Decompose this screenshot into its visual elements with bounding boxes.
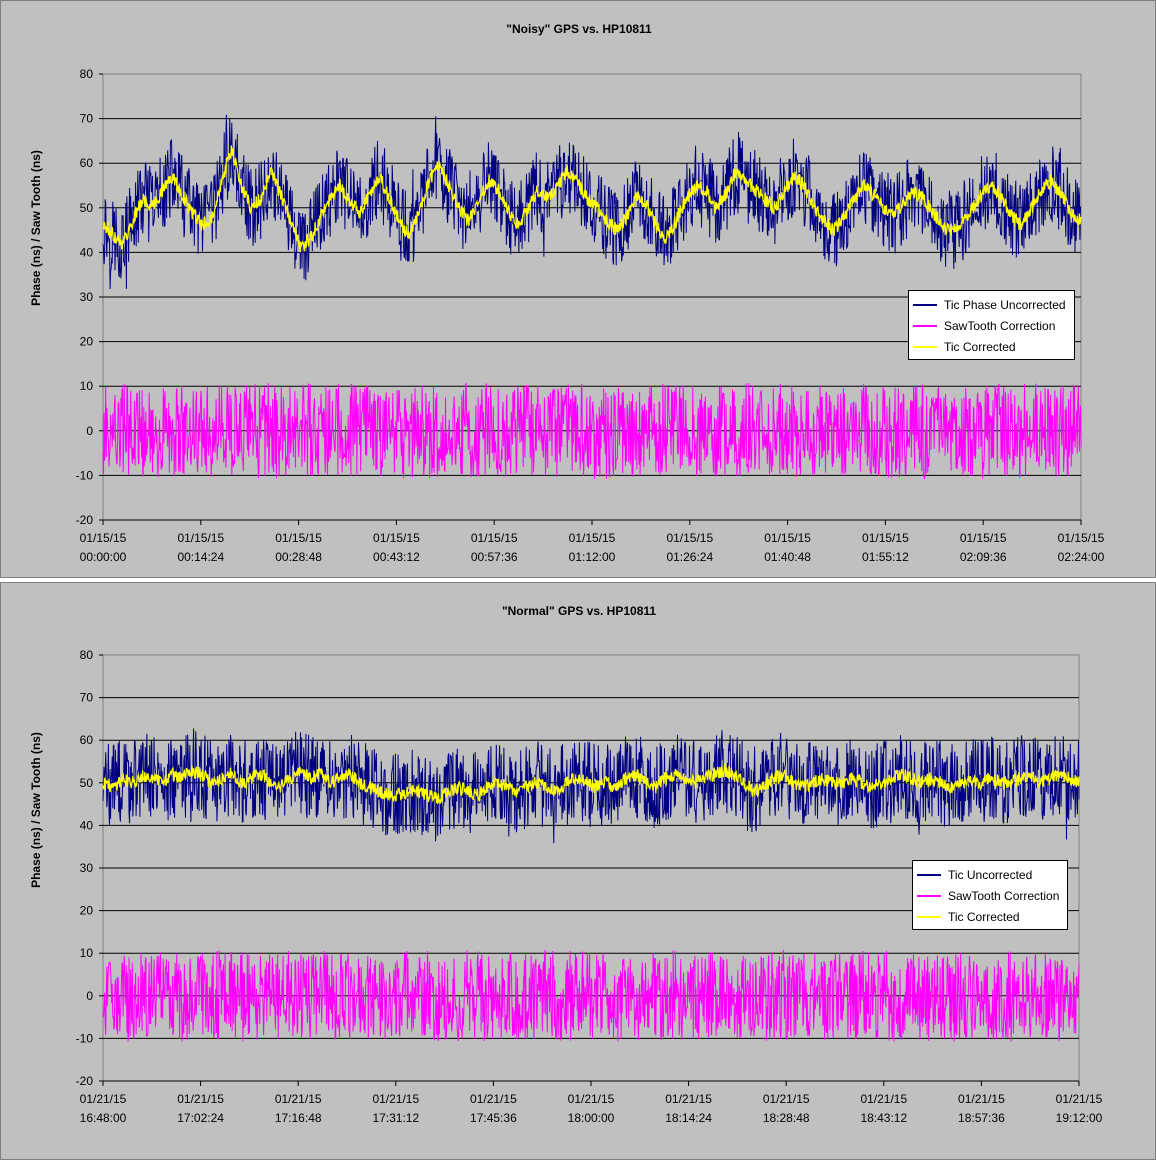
legend-label: Tic Uncorrected <box>948 867 1033 882</box>
noisy-gps-chart-panel: "Noisy" GPS vs. HP10811 Phase (ns) / Saw… <box>0 0 1156 578</box>
x-tick-label-date: 01/21/15 <box>177 1092 224 1106</box>
legend-swatch <box>913 324 937 327</box>
y-tick-label: 70 <box>80 691 94 705</box>
x-tick-label-date: 01/21/15 <box>665 1092 712 1106</box>
x-tick-label-time: 00:57:36 <box>471 550 518 564</box>
series-line-sawtooth-correction <box>102 382 1082 480</box>
y-tick-label: 60 <box>80 733 94 747</box>
x-tick-label-date: 01/21/15 <box>1056 1092 1103 1106</box>
series-line-tic-corrected <box>102 763 1080 805</box>
y-tick-label: 30 <box>80 290 94 304</box>
x-tick-label-date: 01/21/15 <box>763 1092 810 1106</box>
x-tick-label-time: 02:09:36 <box>960 550 1007 564</box>
y-tick-label: 50 <box>80 201 94 215</box>
x-tick-label-time: 01:40:48 <box>764 550 811 564</box>
legend-swatch <box>913 345 937 348</box>
legend-label: Tic Corrected <box>948 909 1020 924</box>
y-tick-label: -20 <box>76 1074 94 1088</box>
legend-item-tic-corrected: Tic Corrected <box>917 906 1063 927</box>
legend-item-tic-uncorrected: Tic Uncorrected <box>917 864 1063 885</box>
y-tick-label: 20 <box>80 904 94 918</box>
x-tick-label-date: 01/21/15 <box>275 1092 322 1106</box>
chart-title: "Normal" GPS vs. HP10811 <box>501 604 657 618</box>
x-tick-label-time: 18:57:36 <box>958 1111 1005 1125</box>
x-tick-label-time: 01:12:00 <box>569 550 616 564</box>
y-tick-label: 10 <box>80 946 94 960</box>
x-tick-label-time: 00:28:48 <box>275 550 322 564</box>
x-tick-label-time: 18:28:48 <box>763 1111 810 1125</box>
x-tick-label-time: 18:00:00 <box>568 1111 615 1125</box>
x-tick-label-date: 01/15/15 <box>1058 531 1105 545</box>
x-tick-label-date: 01/21/15 <box>568 1092 615 1106</box>
legend-swatch <box>917 894 941 897</box>
series-line-tic-corrected <box>102 145 1082 253</box>
x-tick-label-time: 00:14:24 <box>177 550 224 564</box>
legend-item-sawtooth-correction: SawTooth Correction <box>913 315 1070 336</box>
x-tick-label-time: 17:16:48 <box>275 1111 322 1125</box>
x-tick-label-date: 01/15/15 <box>373 531 420 545</box>
x-tick-label-time: 18:43:12 <box>860 1111 907 1125</box>
normal-gps-chart-panel: "Normal" GPS vs. HP10811 Phase (ns) / Sa… <box>0 582 1156 1160</box>
x-tick-label-date: 01/21/15 <box>372 1092 419 1106</box>
x-tick-label-time: 00:00:00 <box>80 550 127 564</box>
chart-title: "Noisy" GPS vs. HP10811 <box>506 22 652 36</box>
x-tick-label-date: 01/15/15 <box>471 531 518 545</box>
x-tick-label-time: 17:45:36 <box>470 1111 517 1125</box>
x-tick-label-date: 01/21/15 <box>958 1092 1005 1106</box>
y-tick-label: -20 <box>76 513 94 527</box>
x-tick-label-date: 01/15/15 <box>764 531 811 545</box>
x-tick-label-time: 01:26:24 <box>666 550 713 564</box>
legend-item-tic-corrected: Tic Corrected <box>913 336 1070 357</box>
y-tick-label: -10 <box>76 468 94 482</box>
x-tick-label-time: 17:31:12 <box>372 1111 419 1125</box>
series-line-sawtooth-correction <box>102 949 1080 1042</box>
y-tick-label: 0 <box>86 989 93 1003</box>
y-tick-label: 40 <box>80 245 94 259</box>
x-tick-label-date: 01/15/15 <box>275 531 322 545</box>
y-tick-label: 50 <box>80 776 94 790</box>
x-tick-label-time: 02:24:00 <box>1058 550 1105 564</box>
y-tick-label: -10 <box>76 1031 94 1045</box>
chart-legend: Tic Phase Uncorrected SawTooth Correctio… <box>908 290 1075 360</box>
legend-label: Tic Corrected <box>944 339 1016 354</box>
legend-item-sawtooth-correction: SawTooth Correction <box>917 885 1063 906</box>
x-tick-label-date: 01/21/15 <box>470 1092 517 1106</box>
y-tick-label: 10 <box>80 379 94 393</box>
x-tick-label-date: 01/15/15 <box>569 531 616 545</box>
legend-swatch <box>917 915 941 918</box>
x-tick-label-time: 18:14:24 <box>665 1111 712 1125</box>
y-tick-label: 40 <box>80 818 94 832</box>
x-tick-label-date: 01/15/15 <box>960 531 1007 545</box>
x-tick-label-time: 16:48:00 <box>80 1111 127 1125</box>
y-tick-label: 80 <box>80 67 94 81</box>
y-tick-label: 30 <box>80 861 94 875</box>
y-tick-label: 60 <box>80 156 94 170</box>
x-tick-label-time: 17:02:24 <box>177 1111 224 1125</box>
x-tick-label-date: 01/15/15 <box>177 531 224 545</box>
x-tick-label-date: 01/21/15 <box>860 1092 907 1106</box>
y-tick-label: 20 <box>80 335 94 349</box>
x-tick-label-time: 19:12:00 <box>1056 1111 1103 1125</box>
legend-label: SawTooth Correction <box>944 318 1056 333</box>
y-tick-label: 80 <box>80 648 94 662</box>
series-line-tic-uncorrected <box>102 728 1080 844</box>
y-tick-label: 0 <box>86 424 93 438</box>
x-tick-label-date: 01/15/15 <box>862 531 909 545</box>
x-tick-label-time: 00:43:12 <box>373 550 420 564</box>
y-tick-label: 70 <box>80 112 94 126</box>
x-tick-label-time: 01:55:12 <box>862 550 909 564</box>
x-tick-label-date: 01/15/15 <box>666 531 713 545</box>
series-line-tic-phase-uncorrected <box>102 114 1082 290</box>
legend-swatch <box>917 873 941 876</box>
legend-swatch <box>913 303 937 306</box>
legend-label: SawTooth Correction <box>948 888 1060 903</box>
legend-item-tic-phase-uncorrected: Tic Phase Uncorrected <box>913 294 1070 315</box>
chart-legend: Tic Uncorrected SawTooth Correction Tic … <box>912 860 1068 930</box>
x-tick-label-date: 01/21/15 <box>80 1092 127 1106</box>
legend-label: Tic Phase Uncorrected <box>944 297 1066 312</box>
x-tick-label-date: 01/15/15 <box>80 531 127 545</box>
